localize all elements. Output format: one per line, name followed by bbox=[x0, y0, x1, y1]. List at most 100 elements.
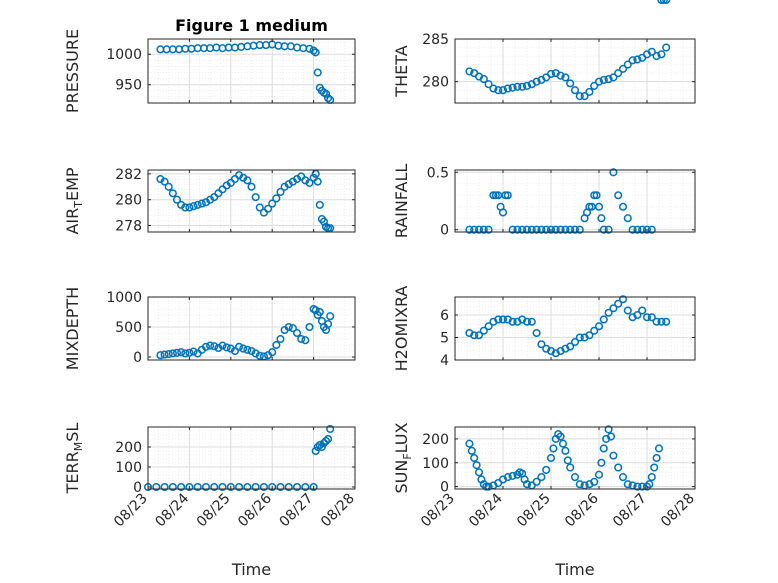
data-point bbox=[642, 482, 652, 491]
data-point bbox=[522, 81, 532, 90]
data-point bbox=[522, 225, 532, 234]
x-tick-label: 08/23 bbox=[418, 491, 458, 531]
data-point bbox=[284, 482, 293, 492]
data-point bbox=[652, 317, 661, 326]
data-point bbox=[614, 463, 623, 472]
data-point bbox=[657, 317, 666, 326]
data-point bbox=[614, 69, 623, 78]
data-point bbox=[563, 456, 572, 465]
data-point bbox=[284, 322, 293, 332]
data-point bbox=[570, 473, 580, 482]
data-point bbox=[189, 202, 198, 211]
data-point bbox=[498, 315, 508, 324]
data-point bbox=[235, 482, 244, 492]
data-point bbox=[494, 86, 503, 95]
y-tick-label: 1000 bbox=[106, 290, 142, 306]
data-point bbox=[255, 351, 264, 360]
data-point bbox=[214, 343, 223, 353]
y-tick-label: 280 bbox=[422, 75, 449, 91]
data-point bbox=[628, 56, 637, 65]
axes-box bbox=[147, 296, 356, 361]
y-tick-label: 280 bbox=[115, 193, 142, 209]
data-point bbox=[251, 482, 260, 492]
data-point bbox=[494, 315, 503, 324]
data-point bbox=[489, 191, 498, 200]
axis-ticks: 950 1000 bbox=[106, 39, 356, 103]
axes-box bbox=[147, 169, 356, 233]
y-tick-label: 0 bbox=[133, 350, 142, 366]
data-point bbox=[546, 69, 556, 79]
y-tick-label: 200 bbox=[422, 432, 449, 448]
data-point bbox=[566, 79, 575, 88]
data-point bbox=[618, 473, 628, 482]
data-point bbox=[470, 453, 479, 463]
data-point bbox=[522, 317, 532, 326]
data-point bbox=[168, 189, 177, 198]
data-point bbox=[594, 77, 604, 86]
data-point bbox=[501, 191, 510, 200]
data-point bbox=[206, 341, 215, 350]
data-point bbox=[508, 225, 517, 234]
data-point bbox=[479, 326, 488, 335]
data-point bbox=[580, 92, 589, 101]
data-point bbox=[177, 348, 186, 357]
data-point bbox=[604, 308, 613, 317]
data-point bbox=[642, 313, 652, 322]
data-point bbox=[566, 463, 575, 472]
data-point bbox=[164, 182, 173, 191]
data-point bbox=[315, 200, 324, 209]
data-point bbox=[566, 342, 575, 351]
y-axis-label: H2OMIXRA bbox=[392, 286, 411, 372]
axis-ticks: 4 5 6 bbox=[440, 297, 696, 369]
y-tick-label: 100 bbox=[115, 460, 142, 476]
data-point bbox=[599, 315, 608, 324]
data-point bbox=[633, 482, 642, 491]
series-markers bbox=[143, 424, 335, 492]
data-point bbox=[556, 225, 565, 234]
x-tick-label: 08/24 bbox=[466, 490, 506, 530]
data-point bbox=[177, 482, 186, 492]
data-point bbox=[201, 342, 211, 351]
data-point bbox=[309, 482, 318, 492]
series-markers bbox=[465, 295, 671, 358]
data-point bbox=[168, 349, 177, 358]
data-point bbox=[556, 432, 565, 441]
data-point bbox=[645, 480, 654, 489]
data-point bbox=[592, 191, 601, 200]
data-point bbox=[235, 342, 244, 351]
data-point bbox=[197, 199, 206, 208]
data-point bbox=[313, 177, 322, 186]
data-point bbox=[210, 342, 219, 351]
y-tick-label: 4 bbox=[440, 353, 449, 369]
y-tick-label: 200 bbox=[115, 440, 142, 456]
data-point bbox=[585, 87, 594, 96]
data-point bbox=[647, 313, 656, 322]
data-point bbox=[561, 225, 570, 234]
data-point bbox=[259, 482, 268, 492]
data-point bbox=[185, 203, 194, 212]
subplot-2: 280 285 THETA bbox=[392, 32, 696, 104]
data-point bbox=[218, 482, 227, 492]
data-point bbox=[628, 225, 637, 234]
subplot-5: 0 500 1000 MIXDEPTH bbox=[63, 287, 356, 370]
data-point bbox=[657, 50, 666, 59]
data-point bbox=[152, 482, 161, 492]
data-point bbox=[549, 444, 558, 453]
data-point bbox=[465, 439, 474, 448]
data-point bbox=[193, 482, 202, 492]
data-point bbox=[160, 177, 169, 186]
data-point bbox=[513, 470, 522, 479]
data-point bbox=[321, 436, 331, 446]
x-tick-label: 08/28 bbox=[658, 491, 698, 531]
x-tick-label: 08/23 bbox=[111, 491, 151, 531]
data-point bbox=[230, 346, 239, 356]
data-point bbox=[276, 334, 285, 344]
data-point bbox=[623, 480, 632, 489]
data-point bbox=[160, 350, 169, 359]
axis-ticks: 280 285 bbox=[422, 32, 696, 103]
data-point bbox=[297, 334, 306, 344]
data-point bbox=[292, 328, 302, 338]
data-point bbox=[317, 442, 326, 452]
axes-box bbox=[454, 426, 696, 490]
